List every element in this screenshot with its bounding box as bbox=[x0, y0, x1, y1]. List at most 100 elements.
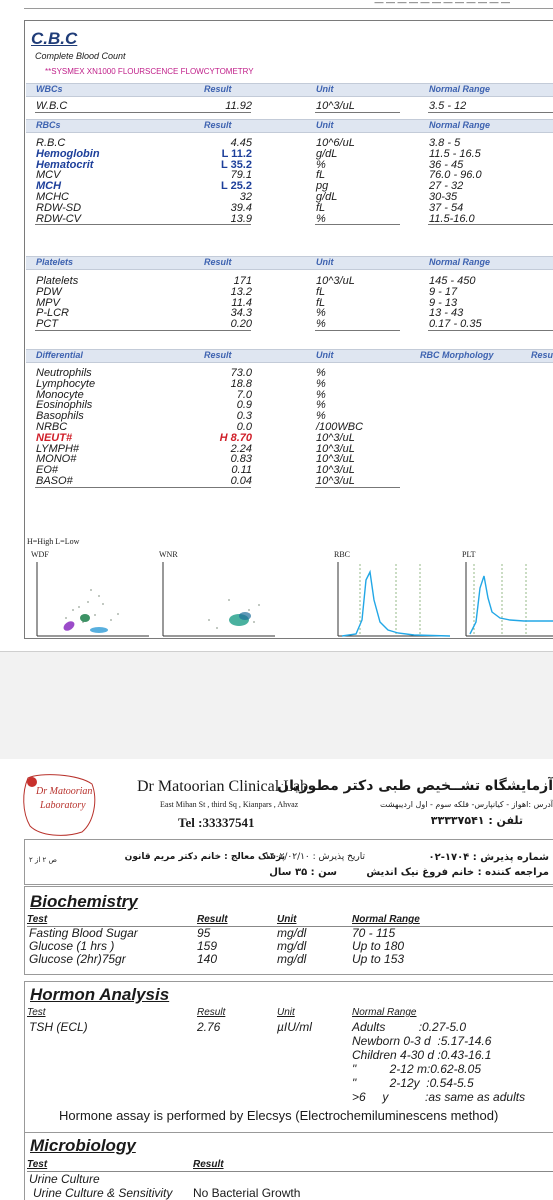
result-header: Result bbox=[204, 84, 232, 94]
test-unit: % bbox=[316, 307, 326, 320]
test-unit: % bbox=[316, 377, 326, 390]
test-name: Monocyte bbox=[36, 388, 84, 401]
test-result: 0.0 bbox=[236, 421, 252, 433]
previous-header-fragment: ― ― ― ― ― ― ― ― ― ― ― ― bbox=[374, 0, 510, 6]
test-result: 0.20 bbox=[230, 318, 252, 331]
test-name: PCT bbox=[36, 318, 58, 331]
cbc-row: Basophils 0.3% bbox=[26, 411, 553, 422]
lab-logo: Dr Matoorian Laboratory bbox=[23, 774, 96, 836]
cbc-row: EO# 0.11 10^3/uL bbox=[26, 465, 553, 476]
result-underline bbox=[35, 224, 251, 226]
divider bbox=[27, 926, 553, 927]
normal-range: 0.17 - 0.35 bbox=[429, 318, 482, 331]
test-name: EO# bbox=[36, 464, 59, 477]
test-name: RDW-SD bbox=[36, 201, 82, 214]
result-header: Result bbox=[204, 257, 232, 267]
unit-underline bbox=[315, 330, 400, 331]
test-name: MCH bbox=[36, 180, 62, 193]
urine-culture-result: No Bacterial Growth bbox=[193, 1186, 301, 1200]
plt-histogram-label: PLT bbox=[462, 550, 476, 559]
test-unit: 10^3/uL bbox=[316, 442, 355, 455]
test-result: 171 bbox=[233, 275, 252, 287]
unit-header: Unit bbox=[316, 120, 334, 130]
result-underline bbox=[35, 111, 251, 113]
cbc-row: MPV 11.4 fL 9 - 13 bbox=[26, 296, 553, 309]
test-unit: fL bbox=[316, 285, 326, 298]
group-label: Differential bbox=[36, 350, 83, 360]
biochemistry-test: Glucose (2hr)75gr bbox=[29, 952, 126, 966]
test-header: Test bbox=[27, 1007, 46, 1018]
unit-underline bbox=[315, 224, 400, 226]
normal-range: 9 - 13 bbox=[429, 296, 458, 309]
biochemistry-result: 95 bbox=[197, 926, 211, 940]
wbc-group-header: WBCs Result Unit Normal Range bbox=[26, 83, 553, 97]
rbc-group-header: RBCs Result Unit Normal Range bbox=[26, 119, 553, 133]
unit-header: Unit bbox=[316, 350, 334, 360]
tsh-reference-range: Newborn 0-3 d :5.17-14.6 bbox=[352, 1034, 492, 1048]
cbc-row: LYMPH# 2.24 10^3/uL bbox=[26, 442, 553, 455]
range-underline bbox=[428, 111, 553, 113]
biochemistry-test: Fasting Blood Sugar bbox=[29, 926, 138, 940]
test-name: R.B.C bbox=[36, 137, 66, 149]
normal-range: 76.0 - 96.0 bbox=[429, 169, 482, 182]
test-result: 11.4 bbox=[231, 296, 252, 309]
unit-header: Unit bbox=[277, 1007, 295, 1018]
test-result: 2.24 bbox=[230, 442, 252, 455]
cbc-row: RDW-CV 13.9% 11.5-16.0 bbox=[26, 212, 553, 225]
wdf-label: WDF bbox=[31, 550, 49, 559]
test-unit: 10^3/uL bbox=[316, 453, 355, 466]
normal-range: 36 - 45 bbox=[429, 158, 464, 171]
test-result: 73.0 bbox=[230, 367, 252, 379]
test-result: 7.0 bbox=[236, 388, 252, 401]
test-name: MPV bbox=[36, 296, 60, 309]
test-name: P-LCR bbox=[36, 307, 70, 320]
normal-range: 13 - 43 bbox=[429, 307, 464, 320]
test-name: PDW bbox=[36, 285, 62, 298]
wnr-label: WNR bbox=[159, 550, 178, 559]
wnr-scattergram bbox=[162, 562, 275, 637]
range-header: Normal Range bbox=[429, 84, 491, 94]
range-header: Normal Range bbox=[429, 120, 491, 130]
page-number: ص ۲ از ۲ bbox=[29, 856, 58, 864]
range-underline bbox=[428, 330, 553, 331]
flag-legend: H=High L=Low bbox=[27, 537, 80, 546]
normal-range: 27 - 32 bbox=[429, 180, 464, 193]
cbc-row: RDW-SD 39.4 fL 37 - 54 bbox=[26, 201, 553, 214]
test-unit: % bbox=[316, 318, 326, 331]
tsh-reference-range: >6 y :as same as adults bbox=[352, 1090, 526, 1104]
cbc-row: NRBC 0.0/100WBC bbox=[26, 422, 553, 433]
test-result: 39.4 bbox=[230, 201, 252, 214]
rbc-histogram bbox=[337, 562, 451, 637]
cbc-row: PCT 0.20% 0.17 - 0.35 bbox=[26, 319, 553, 330]
result-header: Result bbox=[204, 350, 232, 360]
test-result: L 11.2 bbox=[221, 147, 252, 160]
page-separator bbox=[0, 652, 553, 759]
group-label: WBCs bbox=[36, 84, 63, 94]
cbc-row: P-LCR 34.3% 13 - 43 bbox=[26, 308, 553, 319]
normal-range: 3.8 - 5 bbox=[429, 137, 461, 149]
test-name: RDW-CV bbox=[36, 212, 82, 225]
test-unit: % bbox=[316, 399, 326, 412]
biochemistry-title: Biochemistry bbox=[30, 892, 138, 911]
test-unit: 10^3/uL bbox=[316, 475, 355, 487]
biochemistry-unit: mg/dl bbox=[277, 926, 307, 940]
test-unit: g/dL bbox=[316, 191, 338, 203]
lab-phone-persian: تلفن : ۳۳۳۳۷۵۴۱ bbox=[430, 814, 523, 827]
lab-address-english: East Mihan St , third Sq , Kianpars , Ah… bbox=[160, 800, 299, 809]
test-result: 34.3 bbox=[230, 307, 252, 320]
test-unit: 10^6/uL bbox=[316, 137, 355, 149]
cbc-row: Eosinophils 0.9% bbox=[26, 400, 553, 411]
test-result: 13.2 bbox=[230, 285, 252, 298]
svg-text:Laboratory: Laboratory bbox=[39, 800, 86, 811]
patient-name: مراجعه کننده : خانم فروغ نیک اندیش bbox=[366, 867, 549, 878]
test-result: L 25.2 bbox=[221, 180, 252, 193]
test-header: Test bbox=[27, 1159, 48, 1170]
tsh-reference-range: " 2-12 m:0.62-8.05 bbox=[352, 1062, 481, 1076]
treating-doctor: پزشک معالج : خانم دکتر مریم قانون bbox=[124, 852, 285, 862]
biochemistry-range: 70 - 115 bbox=[352, 926, 396, 940]
lab-phone-english: Tel :33337541 bbox=[178, 815, 255, 830]
plt-histogram bbox=[465, 562, 553, 637]
normal-range: 11.5-16.0 bbox=[429, 212, 475, 225]
unit-header: Unit bbox=[316, 84, 334, 94]
test-unit: 10^3/uL bbox=[316, 275, 355, 287]
